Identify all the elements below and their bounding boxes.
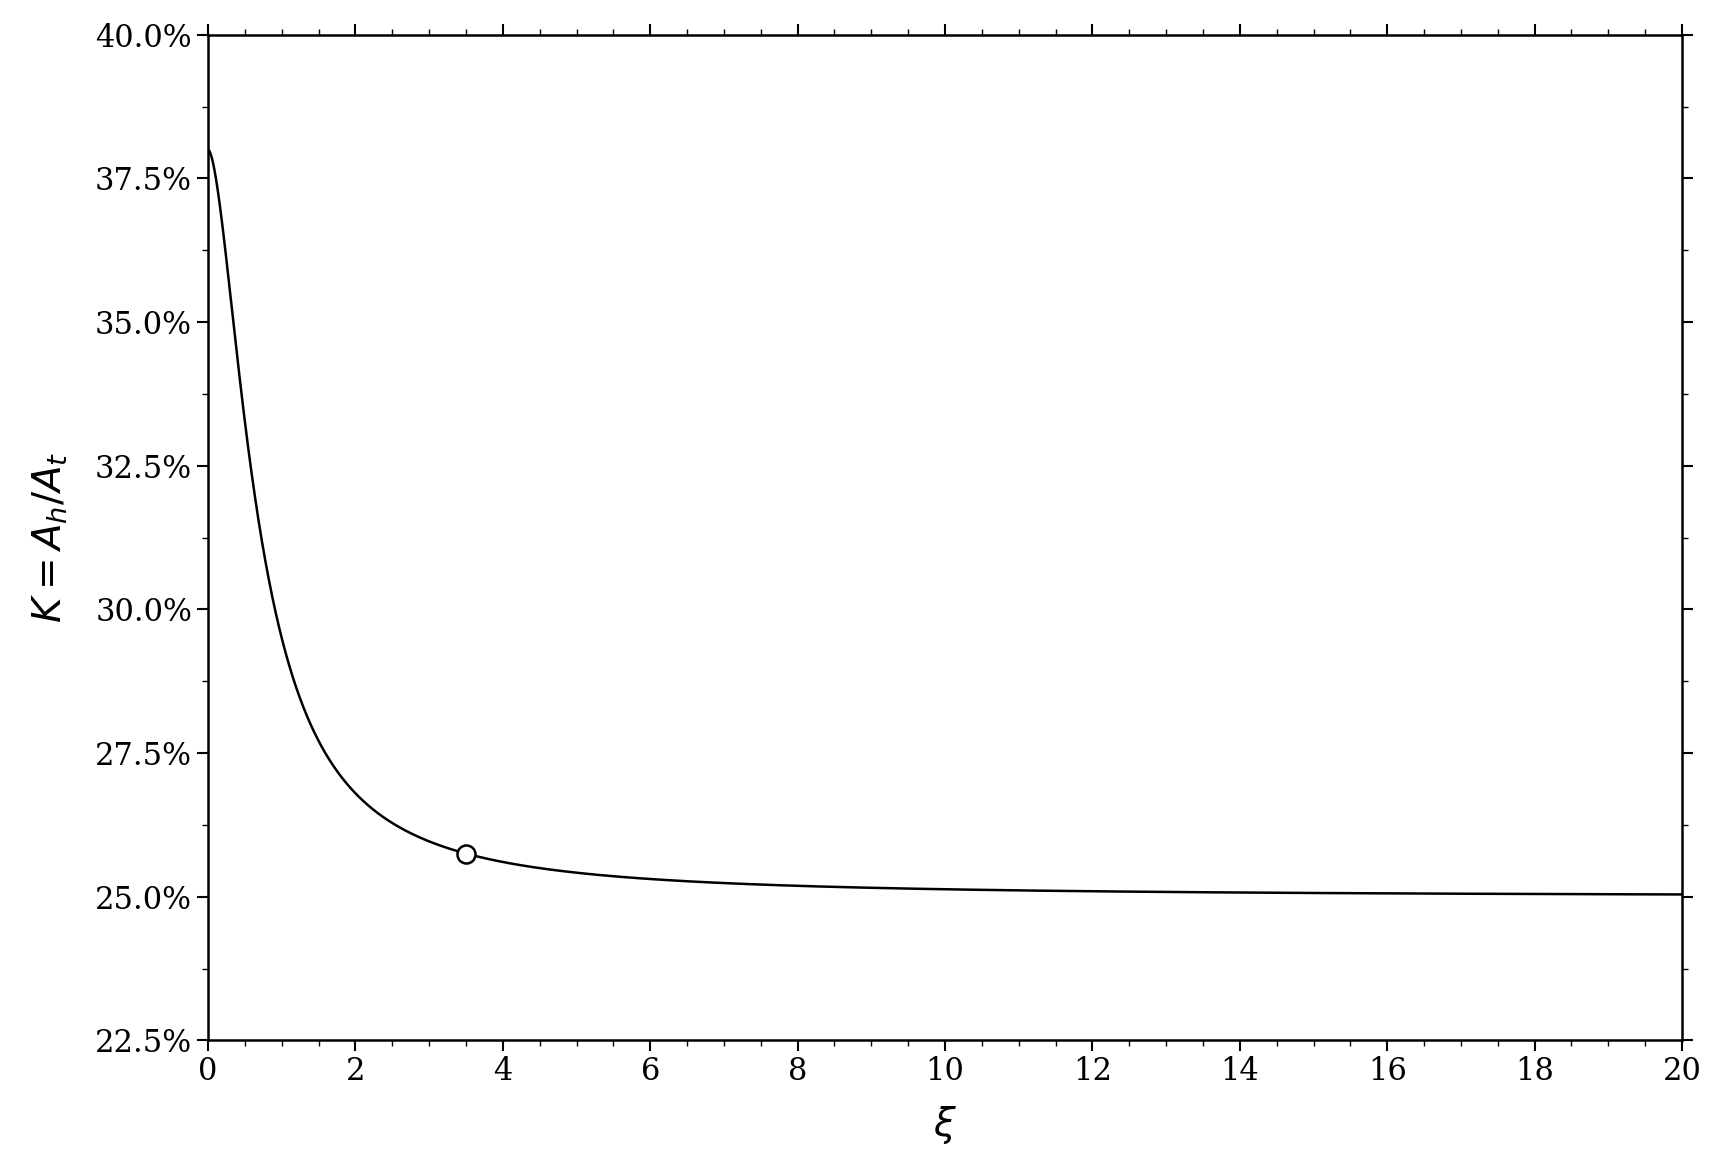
Y-axis label: $K = A_h/A_t$: $K = A_h/A_t$ bbox=[31, 452, 69, 623]
X-axis label: $\xi$: $\xi$ bbox=[933, 1104, 957, 1146]
